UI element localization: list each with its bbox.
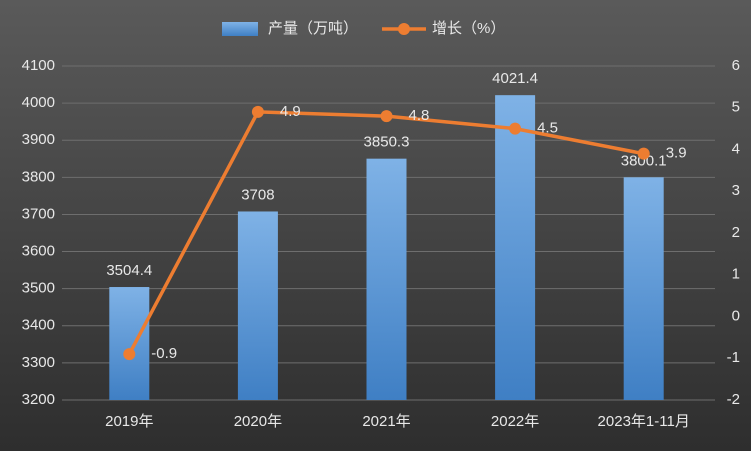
y-tick-label: 4000 bbox=[22, 94, 55, 111]
y2-tick-label: 3 bbox=[732, 182, 740, 199]
bar bbox=[366, 158, 407, 400]
line-label: 4.5 bbox=[537, 120, 558, 137]
x-tick-label: 2020年 bbox=[234, 413, 282, 430]
y2-tick-label: 4 bbox=[732, 140, 740, 157]
y-tick-label: 3400 bbox=[22, 317, 55, 334]
line-point bbox=[251, 105, 264, 118]
y-tick-label: 3900 bbox=[22, 131, 55, 148]
bar-label: 3504.4 bbox=[106, 262, 152, 279]
line-label: 4.9 bbox=[280, 103, 301, 120]
bar-label: 4021.4 bbox=[492, 70, 538, 87]
legend-marker bbox=[398, 23, 410, 35]
bar bbox=[237, 211, 278, 400]
line-label: 3.9 bbox=[666, 145, 687, 162]
bar bbox=[623, 177, 664, 400]
y2-tick-label: -1 bbox=[727, 349, 740, 366]
legend-label: 产量（万吨） bbox=[268, 20, 358, 37]
bar bbox=[495, 95, 536, 400]
y-tick-label: 3500 bbox=[22, 280, 55, 297]
bar-label: 3708 bbox=[241, 186, 274, 203]
y-tick-label: 3800 bbox=[22, 168, 55, 185]
line-point bbox=[380, 110, 393, 123]
line-label: -0.9 bbox=[151, 345, 177, 362]
y-tick-label: 3200 bbox=[22, 391, 55, 408]
x-tick-label: 2022年 bbox=[491, 413, 539, 430]
legend-swatch bbox=[222, 22, 258, 36]
y2-tick-label: 0 bbox=[732, 307, 740, 324]
bar bbox=[109, 287, 150, 400]
legend-label: 增长（%） bbox=[432, 20, 505, 37]
y-tick-label: 3300 bbox=[22, 354, 55, 371]
y2-tick-label: 1 bbox=[732, 266, 740, 283]
bar-label: 3800.1 bbox=[621, 152, 667, 169]
line-point bbox=[637, 147, 650, 160]
y-tick-label: 4100 bbox=[22, 57, 55, 74]
line-label: 4.8 bbox=[409, 107, 430, 124]
x-tick-label: 2023年1-11月 bbox=[598, 413, 690, 430]
bar-label: 3850.3 bbox=[364, 134, 410, 151]
line-point bbox=[509, 122, 522, 135]
y2-tick-label: 2 bbox=[732, 224, 740, 241]
y-tick-label: 3700 bbox=[22, 205, 55, 222]
y-tick-label: 3600 bbox=[22, 243, 55, 260]
y2-tick-label: 5 bbox=[732, 99, 740, 116]
y2-tick-label: -2 bbox=[727, 391, 740, 408]
x-tick-label: 2021年 bbox=[362, 413, 410, 430]
y2-tick-label: 6 bbox=[732, 57, 740, 74]
line-point bbox=[123, 348, 136, 361]
x-tick-label: 2019年 bbox=[105, 413, 153, 430]
